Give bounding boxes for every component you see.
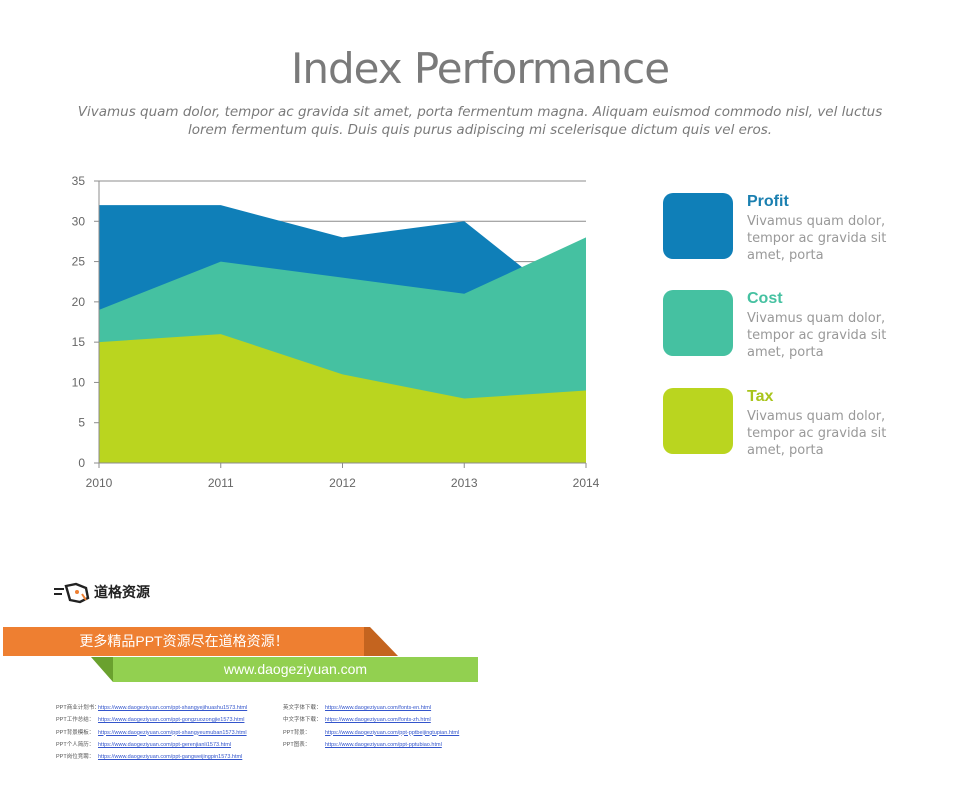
legend-description: Vivamus quam dolor, tempor ac gravida si…	[747, 409, 887, 458]
resource-link[interactable]: https://www.daogeziyuan.com/ppt-shangyeu…	[98, 729, 247, 736]
logo-icon	[54, 582, 90, 604]
resource-link-label: PPT岗位竞聘：	[56, 754, 95, 761]
resource-link-label: PPT图表：	[283, 741, 311, 748]
legend-description: Vivamus quam dolor, tempor ac gravida si…	[747, 214, 887, 263]
resource-link[interactable]: https://www.daogeziyuan.com/ppt-shangyej…	[98, 705, 248, 711]
resource-link[interactable]: https://www.daogeziyuan.com/ppt-gongzuoz…	[98, 717, 245, 724]
site-banner-tip	[91, 657, 113, 682]
legend-item-profit: Profit Vivamus quam dolor, tempor ac grav…	[663, 193, 923, 263]
resource-link-label: PPT个人简历：	[56, 741, 95, 748]
legend-item-cost: Cost Vivamus quam dolor, tempor ac gravid…	[663, 290, 923, 360]
x-tick-label: 2012	[329, 476, 356, 490]
resource-link-label: 中文字体下载：	[283, 717, 322, 724]
resource-link-row: PPT图表： https://www.daogeziyuan.com/ppt-pp…	[283, 739, 459, 751]
resource-link-row: PPT岗位竞聘： https://www.daogeziyuan.com/ppt-…	[56, 751, 247, 763]
legend-swatch	[663, 193, 733, 259]
resource-link-label: 英文字体下载：	[283, 705, 322, 711]
resource-link[interactable]: https://www.daogeziyuan.com/ppt-gangweij…	[98, 754, 243, 761]
x-tick-label: 2011	[208, 476, 234, 490]
x-tick-label: 2014	[573, 476, 600, 490]
legend-swatch	[663, 388, 733, 454]
resource-link[interactable]: https://www.daogeziyuan.com/fonts-zh.htm…	[325, 717, 431, 724]
legend-name: Tax	[747, 388, 774, 405]
y-tick-label: 30	[72, 214, 86, 228]
resource-link[interactable]: https://www.daogeziyuan.com/fonts-en.htm…	[325, 705, 432, 711]
site-url-banner[interactable]: www.daogeziyuan.com	[113, 657, 478, 682]
area-series-tax	[99, 334, 586, 463]
resource-link-row: PPT背景： https://www.daogeziyuan.com/ppt-pp…	[283, 727, 459, 739]
y-tick-label: 5	[78, 416, 85, 430]
y-tick-label: 15	[72, 335, 86, 349]
resource-link[interactable]: https://www.daogeziyuan.com/ppt-gerenjia…	[98, 741, 231, 748]
resource-link-row: 英文字体下载： https://www.daogeziyuan.com/fonts…	[283, 702, 459, 714]
legend-name: Cost	[747, 290, 783, 307]
promo-banner: 更多精品PPT资源尽在道格资源！	[3, 627, 365, 656]
legend-item-tax: Tax Vivamus quam dolor, tempor ac gravida…	[663, 388, 923, 458]
resource-link[interactable]: https://www.daogeziyuan.com/ppt-pptbeiji…	[325, 729, 460, 736]
logo-text: 道格资源	[94, 584, 150, 600]
resource-link-label: PPT背景：	[283, 729, 311, 736]
y-tick-label: 0	[78, 456, 85, 470]
y-tick-label: 10	[72, 375, 86, 389]
resource-link-row: 中文字体下载： https://www.daogeziyuan.com/fonts…	[283, 714, 459, 726]
resource-links-right: 英文字体下载： https://www.daogeziyuan.com/fonts…	[283, 702, 459, 751]
x-tick-label: 2013	[451, 476, 478, 490]
resource-link-row: PPT商业计划书：https://www.daogeziyuan.com/ppt…	[56, 702, 247, 714]
logo: 道格资源	[52, 580, 150, 604]
resource-link-label: PPT背景模板：	[56, 729, 95, 736]
resource-links-left: PPT商业计划书：https://www.daogeziyuan.com/ppt…	[56, 702, 247, 763]
y-tick-label: 35	[72, 174, 86, 188]
page-subtitle: Vivamus quam dolor, tempor ac gravida si…	[77, 104, 883, 138]
legend-swatch	[663, 290, 733, 356]
x-tick-label: 2010	[86, 476, 113, 490]
resource-link-label: PPT工作总结：	[56, 717, 95, 724]
resource-link-row: PPT工作总结： https://www.daogeziyuan.com/ppt-…	[56, 714, 247, 726]
resource-link-label: PPT商业计划书：	[56, 705, 100, 711]
resource-link-row: PPT背景模板： https://www.daogeziyuan.com/ppt-…	[56, 727, 247, 739]
resource-link-row: PPT个人简历： https://www.daogeziyuan.com/ppt-…	[56, 739, 247, 751]
promo-banner-tip	[364, 627, 398, 656]
area-chart: 0 5 10 15 20 25 30 35 2010 2011 2012 2013 2014	[72, 174, 600, 490]
legend-description: Vivamus quam dolor, tempor ac gravida si…	[747, 311, 887, 360]
y-tick-label: 20	[72, 295, 86, 309]
resource-link[interactable]: https://www.daogeziyuan.com/ppt-pptubiao…	[325, 741, 442, 748]
page-title: Index Performance	[290, 44, 670, 93]
y-tick-label: 25	[72, 255, 86, 269]
legend-name: Profit	[747, 193, 789, 210]
